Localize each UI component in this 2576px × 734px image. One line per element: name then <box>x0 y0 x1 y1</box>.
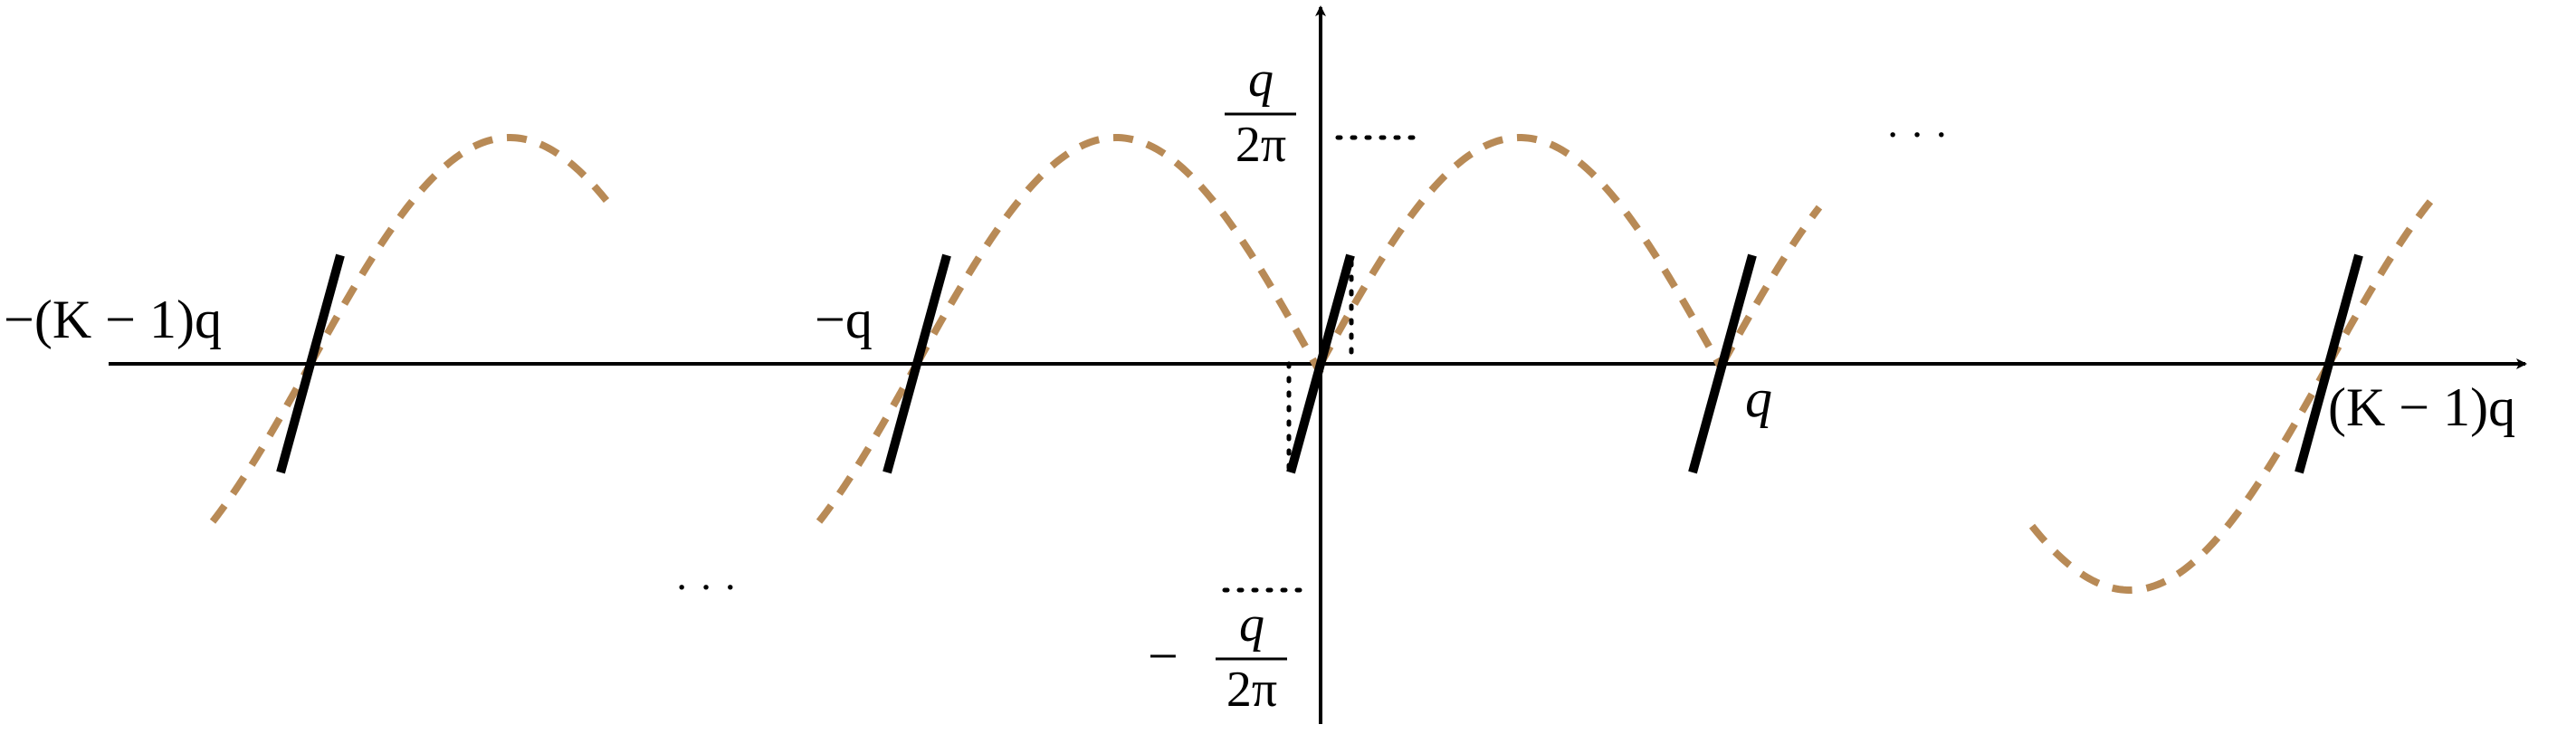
segment-neg-q <box>883 253 951 474</box>
curve-lead-right <box>2325 199 2434 366</box>
ellipsis-bottom: · · · <box>675 564 738 610</box>
curve-between-zero-and-pos-q <box>1317 134 1726 373</box>
label-pos-k-minus-1-q: (K − 1)q <box>2328 377 2515 437</box>
curve-between-neg-q-and-zero <box>913 133 1324 376</box>
ellipsis-top: · · · <box>1886 111 1949 157</box>
solid-segment-group <box>276 253 2363 474</box>
bottom-fraction-denominator: 2π <box>1226 662 1277 718</box>
top-fraction-denominator: 2π <box>1236 117 1286 173</box>
curve-before-k-minus-1-pos <box>2028 362 2333 594</box>
top-fraction-numerator: q <box>1248 52 1274 108</box>
label-pos-q: q <box>1745 368 1772 428</box>
label-neg-k-minus-1-q: −(K − 1)q <box>4 290 222 349</box>
curve-after-pos-q <box>1719 205 1823 366</box>
segment-pos-q <box>1688 253 1757 474</box>
top-fraction: q 2π <box>1225 52 1296 173</box>
segment-k-minus-1-pos <box>2295 253 2363 474</box>
curve-before-neg-q <box>816 362 921 524</box>
bottom-fraction: − q 2π <box>1148 596 1287 718</box>
segment-k-minus-1-neg <box>276 253 345 474</box>
segment-zero <box>1286 253 1355 474</box>
label-neg-q: −q <box>815 290 873 349</box>
dotted-guides <box>1222 135 1424 593</box>
bottom-fraction-minus: − <box>1148 626 1178 686</box>
dashed-curve-group <box>209 133 2434 594</box>
curve-after-k-minus-1-neg <box>307 133 610 366</box>
curve-lead-left <box>209 362 314 524</box>
bottom-fraction-numerator: q <box>1239 596 1264 653</box>
